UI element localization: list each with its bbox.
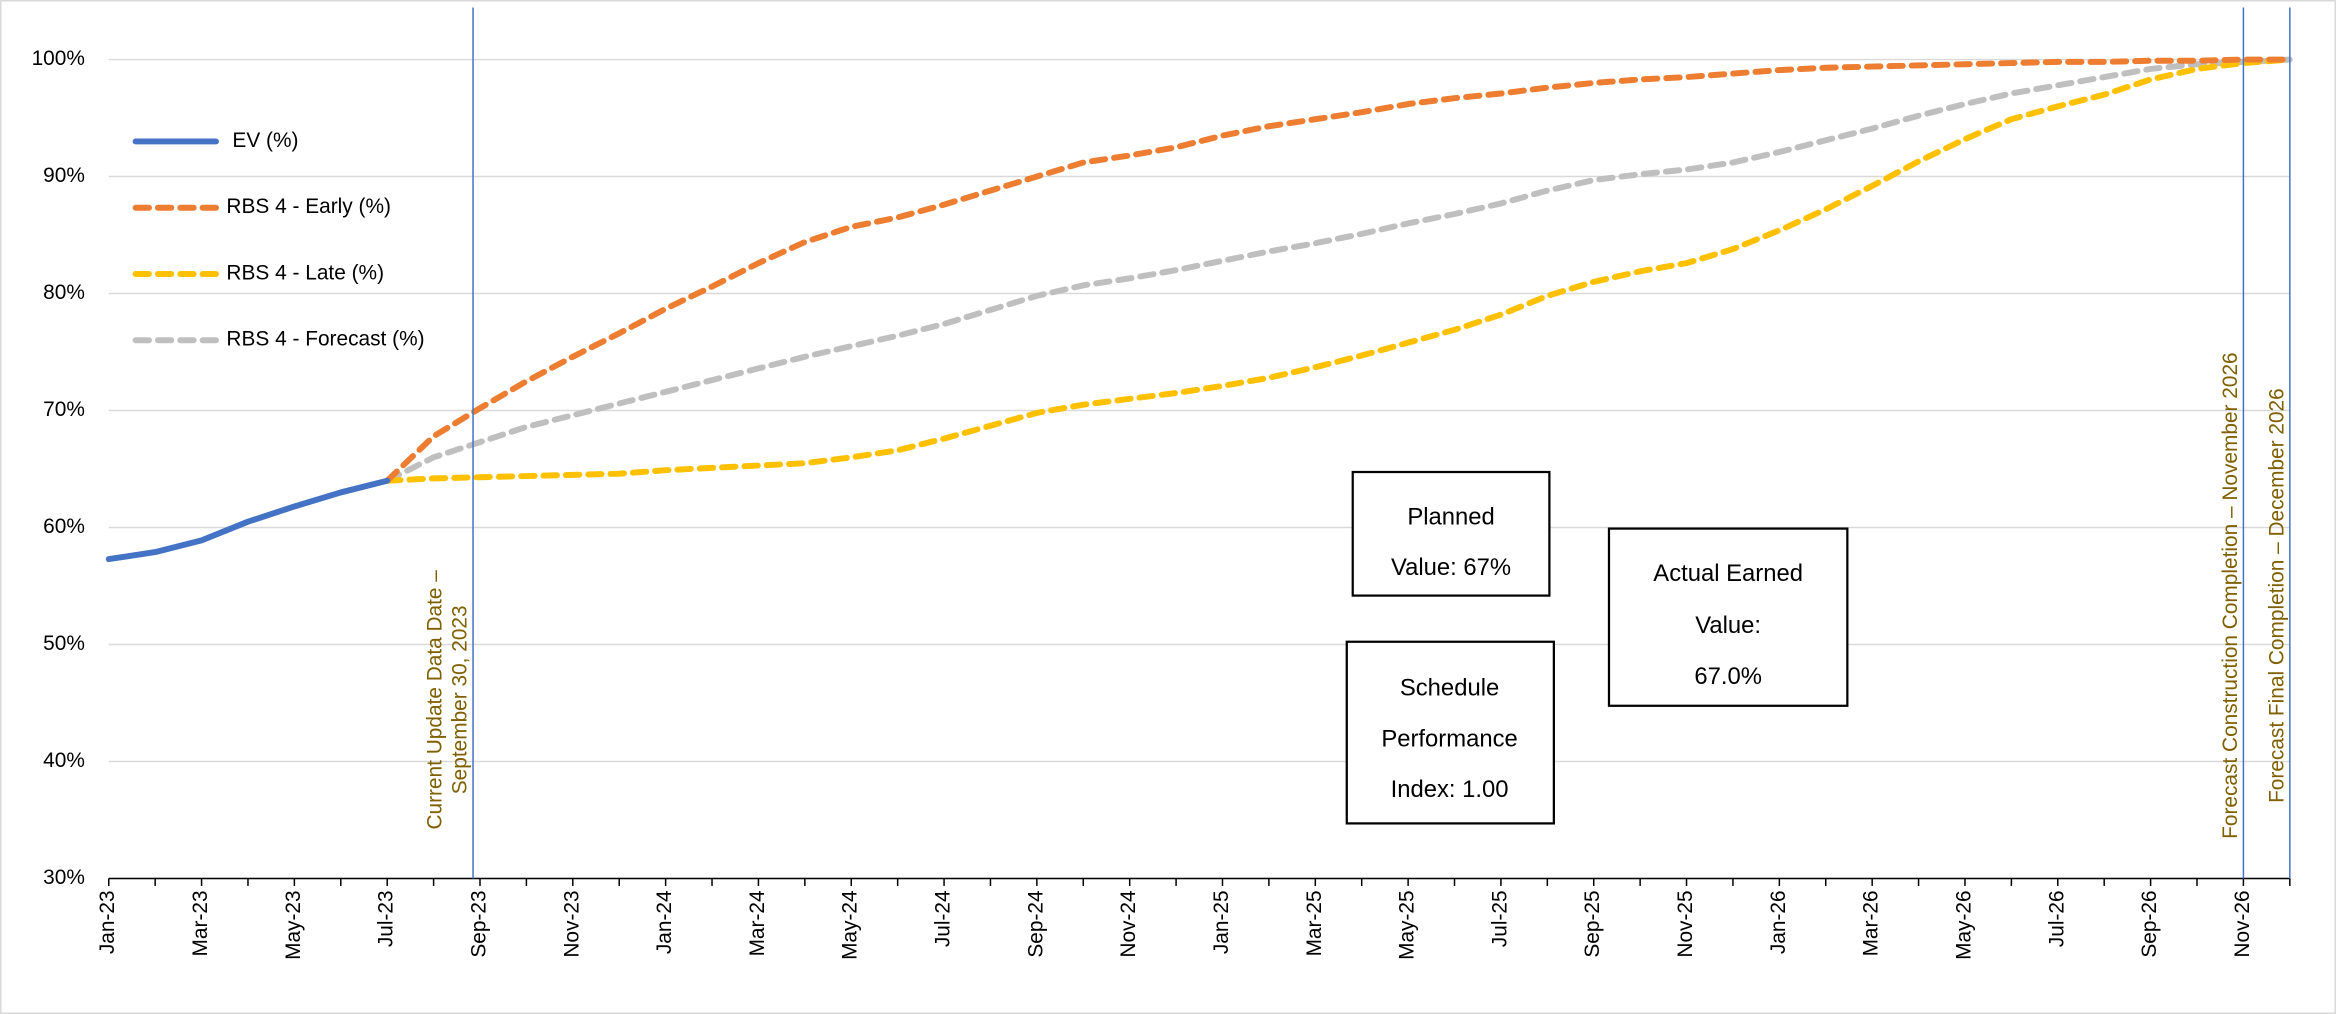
box-text: 67.0% [1694, 663, 1762, 690]
marker-label: Forecast Final Completion – December 202… [2265, 388, 2288, 803]
x-tick-label: Nov-26 [2231, 890, 2254, 957]
x-tick-label: May-26 [1952, 890, 1975, 959]
x-tick-label: Sep-23 [467, 890, 490, 957]
x-tick-label: Mar-23 [189, 890, 212, 956]
legend-label: EV (%) [232, 129, 298, 152]
box-frame [1351, 470, 1551, 597]
x-tick-label: May-23 [282, 890, 305, 959]
y-tick-label: 80% [43, 281, 85, 304]
x-tick-label: Jan-26 [1767, 890, 1790, 954]
x-tick-label: Sep-26 [2138, 890, 2161, 957]
legend-label: RBS 4 - Forecast (%) [226, 328, 424, 351]
marker-label: Current Update Data Date – [423, 570, 446, 830]
x-tick-label: Nov-25 [1674, 890, 1697, 957]
x-tick-label: Jul-23 [375, 890, 398, 947]
series-line [105, 477, 391, 563]
y-tick-label: 30% [43, 866, 85, 889]
marker-label: September 30, 2023 [449, 605, 472, 794]
y-tick-label: 40% [43, 749, 85, 772]
y-tick-label: 50% [43, 632, 85, 655]
box-text: Value: 67% [1391, 554, 1511, 581]
box-text: Value: [1695, 612, 1761, 639]
plot [105, 56, 2293, 563]
markers: Current Update Data Date – September 30, … [423, 7, 2291, 879]
y-tick-label: 100% [32, 47, 85, 70]
x-tick-label: May-24 [839, 890, 862, 959]
box-text: Schedule [1400, 675, 1499, 702]
x-tick-label: Sep-24 [1024, 890, 1047, 957]
box: Planned Value: 67% [1351, 470, 1551, 597]
box-frame [1607, 527, 1849, 707]
y-tick-label: 90% [43, 164, 85, 187]
x-tick-label: Sep-25 [1581, 890, 1604, 957]
x-tick-label: Jan-24 [653, 890, 676, 954]
series-line [384, 56, 2293, 484]
x-tick-label: Jul-25 [1488, 890, 1511, 947]
y-tick-label: 70% [43, 398, 85, 421]
x-tick-label: Jul-26 [2045, 890, 2068, 947]
series-line [384, 56, 2293, 484]
grid: 30% 40% 50% 60% 70% 80% 90% 100% Jan-23 Mar-23 May… [32, 47, 2291, 960]
x-tick-label: Mar-24 [746, 890, 769, 956]
x-tick-label: Jul-24 [932, 890, 955, 947]
box-text: Index: 1.00 [1391, 776, 1509, 803]
box-frame [1345, 640, 1555, 825]
x-tick-label: Nov-24 [1117, 890, 1140, 957]
box: Schedule Performance Index: 1.00 [1345, 640, 1555, 825]
series-line [384, 56, 2293, 484]
box: Actual Earned Value: 67.0% [1607, 527, 1849, 707]
x-tick-label: Jan-25 [1210, 890, 1233, 954]
box-text: Performance [1381, 725, 1517, 752]
box-text: Planned [1407, 503, 1494, 530]
x-tick-label: Mar-25 [1303, 890, 1326, 956]
box-text: Actual Earned [1653, 560, 1803, 587]
x-tick-label: Mar-26 [1860, 890, 1883, 956]
x-tick-label: Nov-23 [560, 890, 583, 957]
marker-label: Forecast Construction Completion – Novem… [2219, 352, 2242, 838]
legend: EV (%) RBS 4 - Early (%) RBS 4 - Late (%) R… [132, 129, 425, 351]
legend-label: RBS 4 - Late (%) [226, 261, 384, 284]
x-tick-label: Jan-23 [96, 890, 119, 954]
y-tick-label: 60% [43, 515, 85, 538]
legend-label: RBS 4 - Early (%) [226, 195, 391, 218]
x-tick-label: May-25 [1396, 890, 1419, 959]
